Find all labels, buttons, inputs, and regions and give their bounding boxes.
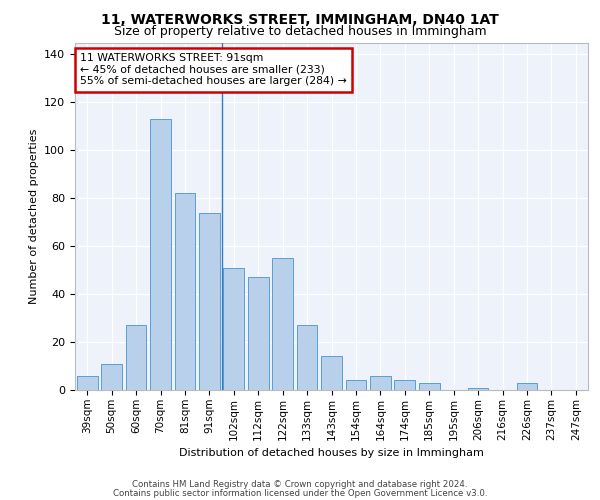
Bar: [394, 380, 415, 390]
Y-axis label: Number of detached properties: Number of detached properties: [29, 128, 38, 304]
Bar: [419, 383, 440, 390]
Text: 11 WATERWORKS STREET: 91sqm
← 45% of detached houses are smaller (233)
55% of se: 11 WATERWORKS STREET: 91sqm ← 45% of det…: [80, 53, 347, 86]
Text: 11, WATERWORKS STREET, IMMINGHAM, DN40 1AT: 11, WATERWORKS STREET, IMMINGHAM, DN40 1…: [101, 12, 499, 26]
Bar: [517, 383, 538, 390]
Bar: [272, 258, 293, 390]
Bar: [101, 364, 122, 390]
Text: Contains public sector information licensed under the Open Government Licence v3: Contains public sector information licen…: [113, 488, 487, 498]
Bar: [150, 119, 171, 390]
Bar: [125, 326, 146, 390]
Bar: [296, 326, 317, 390]
Text: Size of property relative to detached houses in Immingham: Size of property relative to detached ho…: [113, 25, 487, 38]
X-axis label: Distribution of detached houses by size in Immingham: Distribution of detached houses by size …: [179, 448, 484, 458]
Bar: [467, 388, 488, 390]
Bar: [175, 194, 196, 390]
Bar: [223, 268, 244, 390]
Bar: [370, 376, 391, 390]
Bar: [77, 376, 98, 390]
Bar: [248, 278, 269, 390]
Bar: [199, 212, 220, 390]
Bar: [321, 356, 342, 390]
Bar: [346, 380, 367, 390]
Text: Contains HM Land Registry data © Crown copyright and database right 2024.: Contains HM Land Registry data © Crown c…: [132, 480, 468, 489]
